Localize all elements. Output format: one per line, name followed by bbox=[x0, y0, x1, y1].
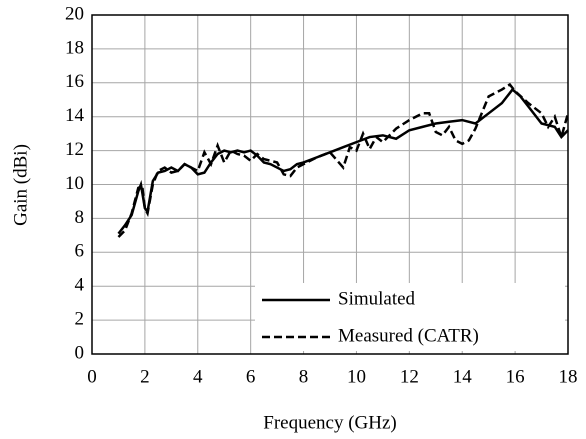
plot-frame bbox=[91, 14, 569, 355]
y-tick-label: 10 bbox=[65, 173, 84, 194]
x-tick-label: 12 bbox=[400, 366, 419, 387]
x-tick-label: 4 bbox=[193, 366, 203, 387]
x-tick-label: 16 bbox=[506, 366, 525, 387]
y-tick-label: 2 bbox=[75, 308, 85, 329]
x-tick-label: 2 bbox=[140, 366, 150, 387]
y-axis-label: Gain (dBi) bbox=[10, 144, 31, 226]
x-tick-label: 8 bbox=[299, 366, 309, 387]
series-line bbox=[117, 87, 569, 235]
y-tick-label: 4 bbox=[75, 275, 85, 296]
x-tick-label: 0 bbox=[87, 366, 97, 387]
x-tick-label: 14 bbox=[453, 366, 473, 387]
y-tick-label: 18 bbox=[65, 37, 84, 58]
y-tick-label: 12 bbox=[65, 139, 84, 160]
legend-label: Simulated bbox=[338, 288, 416, 309]
y-tick-label: 8 bbox=[75, 207, 85, 228]
x-tick-label: 6 bbox=[246, 366, 256, 387]
x-axis-label: Frequency (GHz) bbox=[263, 412, 396, 433]
legend-box bbox=[255, 283, 565, 351]
y-tick-label: 16 bbox=[65, 71, 84, 92]
y-tick-label: 14 bbox=[65, 105, 85, 126]
y-tick-label: 6 bbox=[75, 241, 85, 262]
legend-label: Measured (CATR) bbox=[338, 325, 479, 346]
x-tick-label: 10 bbox=[347, 366, 366, 387]
y-tick-label: 20 bbox=[65, 3, 84, 24]
x-tick-label: 18 bbox=[559, 366, 578, 387]
series-line bbox=[117, 82, 570, 238]
y-tick-label: 0 bbox=[75, 342, 85, 363]
